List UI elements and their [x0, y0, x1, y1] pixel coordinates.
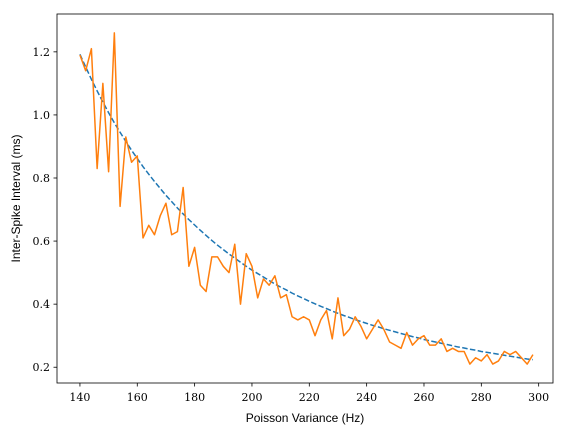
series-line-dashed — [79, 54, 534, 361]
x-tick-label: 180 — [184, 391, 205, 404]
x-tick-label: 160 — [127, 391, 148, 404]
x-axis-ticks: 140 160 180 200 220 240 260 280 300 — [69, 383, 549, 404]
y-tick-label: 0.4 — [33, 298, 51, 311]
series-line-solid — [79, 32, 534, 365]
series-layer — [79, 32, 534, 365]
x-tick-label: 200 — [241, 391, 262, 404]
x-tick-label: 220 — [299, 391, 320, 404]
x-tick-label: 140 — [69, 391, 90, 404]
x-axis-label: Poisson Variance (Hz) — [246, 411, 365, 425]
plot-area — [57, 14, 553, 383]
y-tick-label: 1.2 — [33, 46, 51, 59]
y-tick-label: 0.6 — [33, 235, 51, 248]
y-tick-label: 1.0 — [33, 109, 51, 122]
y-axis-label: Inter-Spike Interval (ms) — [9, 134, 23, 262]
x-tick-label: 280 — [471, 391, 492, 404]
x-tick-label: 240 — [356, 391, 377, 404]
y-tick-label: 0.2 — [33, 361, 51, 374]
x-tick-label: 300 — [528, 391, 549, 404]
y-tick-label: 0.8 — [33, 172, 51, 185]
x-tick-label: 260 — [413, 391, 434, 404]
y-axis-ticks: 0.2 0.4 0.6 0.8 1.0 1.2 — [33, 46, 57, 374]
axes-frame — [56, 13, 554, 384]
